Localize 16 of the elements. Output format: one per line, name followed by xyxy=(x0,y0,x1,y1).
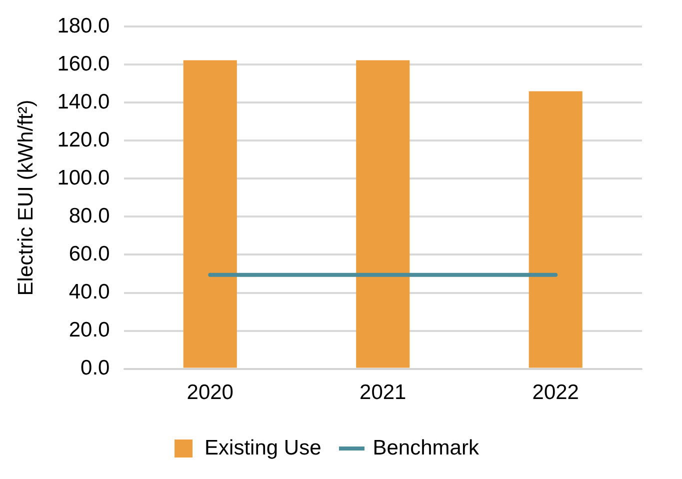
y-tick-label: 0.0 xyxy=(80,356,110,380)
x-tick-label: 2020 xyxy=(186,381,234,404)
y-tick-label: 40.0 xyxy=(68,280,110,304)
y-tick-label: 140.0 xyxy=(57,90,110,114)
y-tick-label: 80.0 xyxy=(68,204,110,228)
y-tick-label: 60.0 xyxy=(68,242,110,266)
y-tick-label: 180.0 xyxy=(57,14,110,38)
legend-label: Existing Use xyxy=(204,436,322,460)
y-axis-title: Electric EUI (kWh/ft²) xyxy=(14,100,38,296)
y-tick-label: 20.0 xyxy=(68,318,110,342)
legend-label: Benchmark xyxy=(372,436,480,460)
x-tick-label: 2021 xyxy=(360,381,406,404)
x-tick-label: 2022 xyxy=(532,381,579,404)
y-tick-label: 160.0 xyxy=(57,52,110,76)
y-tick-label: 100.0 xyxy=(57,166,110,190)
y-tick-label: 120.0 xyxy=(57,128,110,152)
